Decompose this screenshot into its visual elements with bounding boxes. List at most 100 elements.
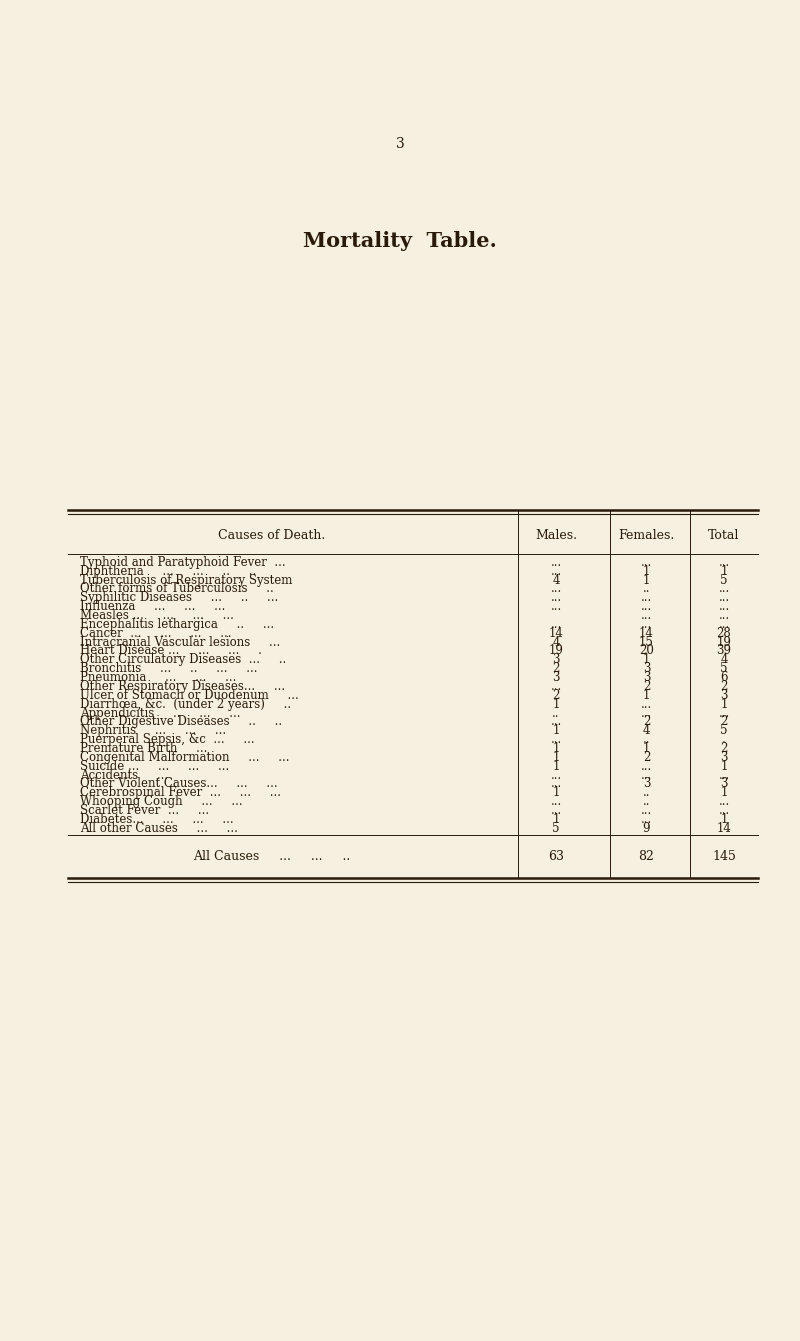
Text: ...: ... (718, 601, 730, 613)
Text: ...: ... (718, 609, 730, 622)
Text: Cerebrospinal Fever  ...     ...     ...: Cerebrospinal Fever ... ... ... (80, 786, 281, 799)
Text: ...: ... (641, 813, 652, 826)
Text: Males.: Males. (535, 530, 577, 542)
Text: Nephritis     ...     ...     ...: Nephritis ... ... ... (80, 724, 226, 738)
Text: Influenza     ...     ...     ...: Influenza ... ... ... (80, 601, 226, 613)
Text: ...: ... (550, 734, 562, 746)
Text: Measles ...     ...     ...     ...: Measles ... ... ... ... (80, 609, 234, 622)
Text: 1: 1 (642, 653, 650, 666)
Text: 1: 1 (720, 760, 728, 772)
Text: 15: 15 (639, 636, 654, 649)
Text: 1: 1 (720, 565, 728, 578)
Text: 82: 82 (638, 850, 654, 864)
Text: Cancer  ...     ...     ...     ...: Cancer ... ... ... ... (80, 626, 231, 640)
Text: 2: 2 (552, 689, 560, 701)
Text: 2: 2 (720, 742, 728, 755)
Text: Other Digestive Diseases     ..     ..: Other Digestive Diseases .. .. (80, 715, 282, 728)
Text: 3: 3 (720, 689, 728, 701)
Text: 14: 14 (549, 626, 563, 640)
Text: ...: ... (550, 555, 562, 569)
Text: 2: 2 (720, 715, 728, 728)
Text: Tuberculosis of Respiratory System: Tuberculosis of Respiratory System (80, 574, 292, 586)
Text: 2: 2 (552, 662, 560, 676)
Text: 3: 3 (552, 670, 560, 684)
Text: 1: 1 (552, 751, 560, 764)
Text: 3: 3 (642, 662, 650, 676)
Text: ...: ... (550, 715, 562, 728)
Text: 1: 1 (552, 786, 560, 799)
Text: Diphtheria     ...     ...     ..     ..: Diphtheria ... ... .. .. (80, 565, 256, 578)
Text: ...: ... (550, 680, 562, 693)
Text: 5: 5 (720, 724, 728, 738)
Text: 2: 2 (720, 680, 728, 693)
Text: ..: .. (642, 786, 650, 799)
Text: 1: 1 (642, 689, 650, 701)
Text: 3: 3 (720, 778, 728, 790)
Text: 14: 14 (717, 822, 731, 835)
Text: Pneumonia     ...     ...     ...: Pneumonia ... ... ... (80, 670, 236, 684)
Text: Other Circulatory Diseases  ...     ..: Other Circulatory Diseases ... .. (80, 653, 286, 666)
Text: 28: 28 (717, 626, 731, 640)
Text: ...: ... (718, 618, 730, 630)
Text: ...: ... (641, 805, 652, 817)
Text: Encephalitis lethargica     ..     ...: Encephalitis lethargica .. ... (80, 618, 274, 630)
Text: Accidents     ...: Accidents ... (80, 768, 187, 782)
Text: Other Respiratory Diseases...     ...: Other Respiratory Diseases... ... (80, 680, 285, 693)
Text: ..: .. (642, 795, 650, 809)
Text: 4: 4 (642, 724, 650, 738)
Text: Typhoid and Paratyphoid Fever  ...: Typhoid and Paratyphoid Fever ... (80, 555, 286, 569)
Text: 19: 19 (717, 636, 731, 649)
Text: ...: ... (641, 555, 652, 569)
Text: 1: 1 (642, 574, 650, 586)
Text: Total: Total (708, 530, 740, 542)
Text: ...: ... (718, 555, 730, 569)
Text: ...: ... (550, 768, 562, 782)
Text: 3: 3 (642, 778, 650, 790)
Text: Congenital Malformation     ...     ...: Congenital Malformation ... ... (80, 751, 290, 764)
Text: 4: 4 (552, 574, 560, 586)
Text: Causes of Death.: Causes of Death. (218, 530, 326, 542)
Text: 1: 1 (552, 697, 560, 711)
Text: 1: 1 (720, 697, 728, 711)
Text: 2: 2 (642, 680, 650, 693)
Text: ...: ... (641, 591, 652, 605)
Text: 14: 14 (639, 626, 654, 640)
Text: ...: ... (550, 565, 562, 578)
Text: ...: ... (718, 591, 730, 605)
Text: 1: 1 (552, 742, 560, 755)
Text: 63: 63 (548, 850, 564, 864)
Text: Scarlet Fever  ...     ...: Scarlet Fever ... ... (80, 805, 209, 817)
Text: 2: 2 (642, 751, 650, 764)
Text: 145: 145 (712, 850, 736, 864)
Text: 5: 5 (720, 574, 728, 586)
Text: ...: ... (550, 795, 562, 809)
Text: ...: ... (550, 618, 562, 630)
Text: 9: 9 (642, 822, 650, 835)
Text: 20: 20 (639, 645, 654, 657)
Text: Other Violent Causes...     ...     ...: Other Violent Causes... ... ... (80, 778, 278, 790)
Text: ...: ... (718, 795, 730, 809)
Text: Suicide ...     ...     ...     ...: Suicide ... ... ... ... (80, 760, 230, 772)
Text: 1: 1 (642, 565, 650, 578)
Text: Syphilitic Diseases     ...     ..     ...: Syphilitic Diseases ... .. ... (80, 591, 278, 605)
Text: 4: 4 (720, 653, 728, 666)
Text: ...: ... (641, 760, 652, 772)
Text: 3: 3 (396, 137, 404, 150)
Text: 1: 1 (552, 724, 560, 738)
Text: ..: .. (642, 582, 650, 595)
Text: 2: 2 (642, 715, 650, 728)
Text: ...: ... (641, 697, 652, 711)
Text: 4: 4 (552, 636, 560, 649)
Text: ...: ... (550, 601, 562, 613)
Text: ...: ... (550, 582, 562, 595)
Text: ...: ... (718, 768, 730, 782)
Text: 39: 39 (717, 645, 731, 657)
Text: Whooping Cough     ...     ...: Whooping Cough ... ... (80, 795, 242, 809)
Text: Ulcer of Stomach or Duodenum     ...: Ulcer of Stomach or Duodenum ... (80, 689, 298, 701)
Text: 1: 1 (720, 813, 728, 826)
Text: Mortality  Table.: Mortality Table. (303, 231, 497, 251)
Text: 6: 6 (720, 670, 728, 684)
Text: Bronchitis     ...     ..     ...     ...: Bronchitis ... .. ... ... (80, 662, 258, 676)
Text: 5: 5 (720, 662, 728, 676)
Text: ...: ... (641, 768, 652, 782)
